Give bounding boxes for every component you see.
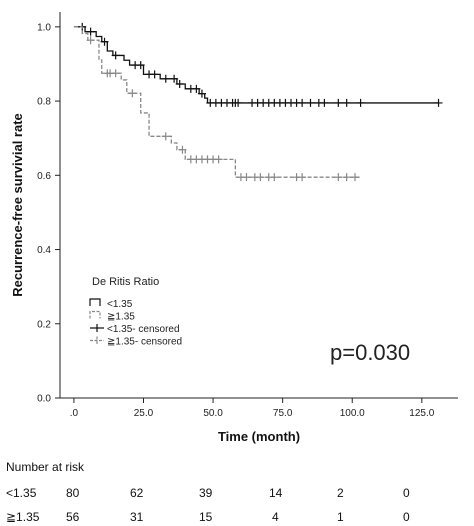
p-value-annotation: p=0.030 [330,340,410,365]
risk-table-title: Number at risk [6,460,85,474]
x-axis-label: Time (month) [218,429,300,444]
x-tick-label: 75.0 [273,408,293,419]
legend-label: ≧1.35 [107,312,135,323]
risk-row-high: ≧1.35 56 31 15 4 1 0 [0,510,474,526]
censor-mark [150,70,159,79]
legend: De Ritis Ratio <1.35 ≧1.35<1.35- censored ≧… [89,276,182,348]
censor-mark [270,173,279,182]
risk-cell: 1 [337,510,344,524]
risk-cell: 4 [272,510,279,524]
legend-label: ≧1.35- censored [107,337,182,348]
risk-cell: 80 [66,486,80,500]
censor-mark [86,36,95,45]
legend-label: <1.35- censored [107,324,180,335]
risk-cell: 56 [66,510,80,524]
risk-cell: 2 [337,486,344,500]
censor-mark [306,98,315,107]
censor-mark [256,173,265,182]
censor-mark [351,173,360,182]
km-chart: 0.0 0.2 0.4 0.6 0.8 1.0 .0 25.0 50.0 75.0 100.0 125… [10,12,458,444]
censor-mark [320,98,329,107]
censor-mark [298,173,307,182]
censor-mark [298,98,307,107]
censor-mark [178,145,187,154]
risk-cell: 39 [199,486,213,500]
y-tick-label: 1.0 [37,22,51,33]
censor-mark [334,173,343,182]
legend-swatch [90,336,104,345]
risk-cell: 31 [130,510,144,524]
risk-row-low: <1.35 80 62 39 14 2 0 [0,486,474,502]
censor-mark [342,173,351,182]
censor-mark [242,173,251,182]
x-tick-label: 125.0 [409,408,434,419]
y-tick-label: 0.0 [37,394,51,405]
censor-mark [234,98,243,107]
censor-mark [100,37,109,46]
censor-mark [128,89,137,98]
series-high-ratio [73,26,361,182]
x-tick-label: 50.0 [203,408,223,419]
x-tick-label: 100.0 [340,408,365,419]
legend-label: <1.35 [107,299,133,310]
legend-title: De Ritis Ratio [92,276,159,288]
censor-mark [170,74,179,83]
censor-mark [136,61,145,70]
x-tick-label: .0 [70,408,79,419]
series-low-ratio [73,22,443,107]
censor-mark [161,74,170,83]
censor-mark [342,98,351,107]
risk-cell: 62 [130,486,144,500]
y-axis-label: Recurrence-free survivial rate [10,113,25,297]
censor-mark [175,80,184,89]
censor-mark [356,98,365,107]
censor-mark [334,98,343,107]
x-tick-label: 25.0 [134,408,154,419]
y-tick-label: 0.4 [37,245,51,256]
censor-mark [86,27,95,36]
legend-swatch [90,324,104,332]
legend-swatch [89,310,101,319]
risk-cell: 0 [403,486,410,500]
y-tick-label: 0.6 [37,171,51,182]
censor-mark [161,132,170,141]
risk-cell: 15 [199,510,213,524]
risk-row-label: <1.35 [6,486,37,500]
censor-mark [434,98,443,107]
censor-mark [111,51,120,60]
survival-curve [73,26,439,104]
risk-row-label: ≧1.35 [6,510,40,524]
risk-cell: 14 [269,486,283,500]
survival-curve [73,26,361,178]
risk-table: Number at risk <1.35 80 62 39 14 2 0 ≧1.… [0,450,474,526]
y-tick-label: 0.8 [37,97,51,108]
censor-mark [197,89,206,98]
censor-mark [214,155,223,164]
censor-mark [111,69,120,78]
risk-cell: 0 [403,510,410,524]
y-tick-label: 0.2 [37,319,51,330]
legend-swatch [89,298,101,306]
censor-mark [192,84,201,93]
